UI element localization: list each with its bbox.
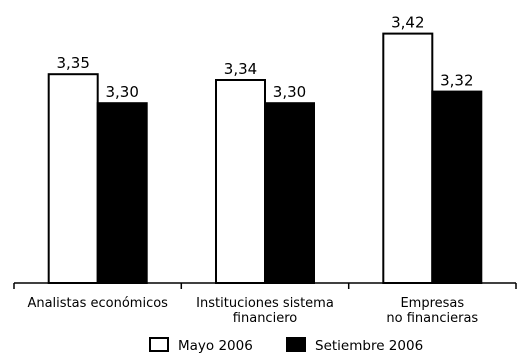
- category-label-2-line-2: financiero: [233, 311, 297, 326]
- data-label-2-2: 3,30: [273, 83, 306, 101]
- legend-swatch-1: [149, 337, 169, 352]
- bar-2-3: [431, 90, 483, 284]
- legend-label-2: Setiembre 2006: [315, 338, 423, 354]
- legend-label-1: Mayo 2006: [178, 338, 253, 354]
- category-label-1: Analistas económicos: [27, 296, 168, 311]
- data-label-1-1: 3,35: [56, 54, 89, 72]
- data-label-1-3: 3,42: [391, 14, 424, 32]
- category-label-3-line-1: Empresas: [400, 296, 464, 311]
- data-label-2-3: 3,32: [440, 72, 473, 90]
- category-label-2-line-1: Instituciones sistema: [196, 296, 334, 311]
- bar-2-2: [264, 102, 315, 284]
- bar-2-1: [96, 102, 148, 284]
- data-label-2-1: 3,30: [105, 83, 138, 101]
- legend-swatch-2: [286, 337, 306, 352]
- category-label-3-line-2: no financieras: [386, 311, 478, 326]
- data-label-1-2: 3,34: [224, 60, 257, 78]
- bar-1-1: [47, 73, 99, 284]
- bar-1-2: [215, 79, 266, 284]
- bar-1-3: [382, 32, 434, 284]
